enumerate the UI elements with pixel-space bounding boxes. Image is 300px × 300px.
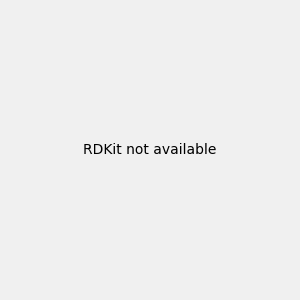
Text: RDKit not available: RDKit not available [83,143,217,157]
